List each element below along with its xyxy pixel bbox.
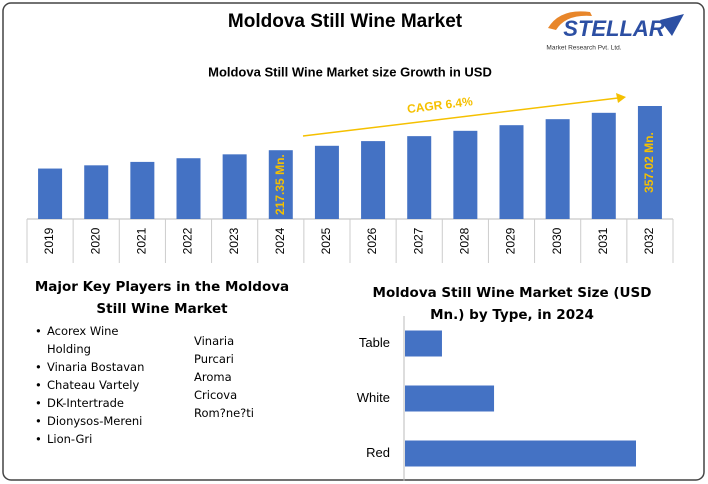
bar (268, 150, 293, 219)
bar (545, 119, 570, 219)
key-player: Vinaria (194, 334, 235, 348)
key-player: DK-Intertrade (34, 394, 154, 412)
key-player: Lion-Gri (34, 430, 154, 448)
logo-tagline: Market Research Pvt. Ltd. (546, 45, 621, 52)
bar (453, 130, 478, 219)
x-tick-label: 2021 (135, 227, 149, 254)
key-players-list-2: Vinaria Purcari Aroma Cricova Rom?ne?ti (194, 332, 254, 422)
x-tick-label: 2031 (596, 227, 610, 254)
trend-arrowhead (616, 93, 626, 103)
bar (405, 440, 636, 467)
y-tick-label: Red (366, 445, 390, 460)
key-player: Cricova (194, 388, 238, 402)
key-player: Purcari (194, 352, 234, 366)
bar (222, 154, 247, 219)
key-player: Rom?ne?ti (194, 406, 254, 420)
trend-arrow (302, 97, 619, 137)
x-tick-label: 2027 (411, 227, 425, 254)
logo-arrow (660, 14, 684, 36)
x-tick-label: 2032 (642, 227, 656, 254)
x-tick-label: 2022 (181, 227, 195, 254)
bar (407, 136, 432, 219)
key-players-list: Acorex Wine HoldingVinaria BostavanChate… (34, 322, 154, 448)
x-tick-label: 2029 (504, 227, 518, 254)
bar (130, 161, 155, 219)
page-title: Moldova Still Wine Market (228, 11, 463, 32)
x-tick-label: 2025 (319, 227, 333, 254)
x-tick-label: 2030 (550, 227, 564, 254)
x-tick-label: 2024 (273, 227, 287, 254)
bar (591, 112, 616, 219)
key-player: Acorex Wine Holding (34, 322, 142, 358)
x-tick-label: 2019 (42, 227, 56, 254)
data-label: 217.35 Mn. (273, 154, 287, 215)
bar (405, 330, 442, 357)
bar (405, 385, 495, 412)
chart-title: Moldova Still Wine Market size Growth in… (208, 64, 492, 79)
bar (499, 125, 524, 219)
logo-name: STELLAR (563, 16, 665, 41)
y-tick-label: Table (359, 335, 390, 350)
bar (637, 106, 662, 219)
bar (84, 165, 109, 219)
y-tick-label: White (357, 390, 390, 405)
x-tick-label: 2020 (88, 227, 102, 254)
key-player: Chateau Vartely (34, 376, 154, 394)
logo-swoosh (548, 11, 592, 30)
bar (38, 168, 63, 219)
bar (314, 145, 339, 219)
chart-title: Moldova Still Wine Market Size (USD Mn.)… (372, 285, 652, 323)
x-tick-label: 2028 (458, 227, 472, 254)
key-player: Vinaria Bostavan (34, 358, 154, 376)
data-label: 357.02 Mn. (642, 132, 656, 193)
key-players-title: Major Key Players in the Moldova Still W… (34, 279, 290, 317)
bar (176, 158, 201, 219)
bar (361, 141, 386, 219)
x-tick-label: 2023 (227, 227, 241, 254)
key-player: Dionysos-Mereni (34, 412, 154, 430)
x-tick-label: 2026 (365, 227, 379, 254)
key-player: Aroma (194, 370, 232, 384)
